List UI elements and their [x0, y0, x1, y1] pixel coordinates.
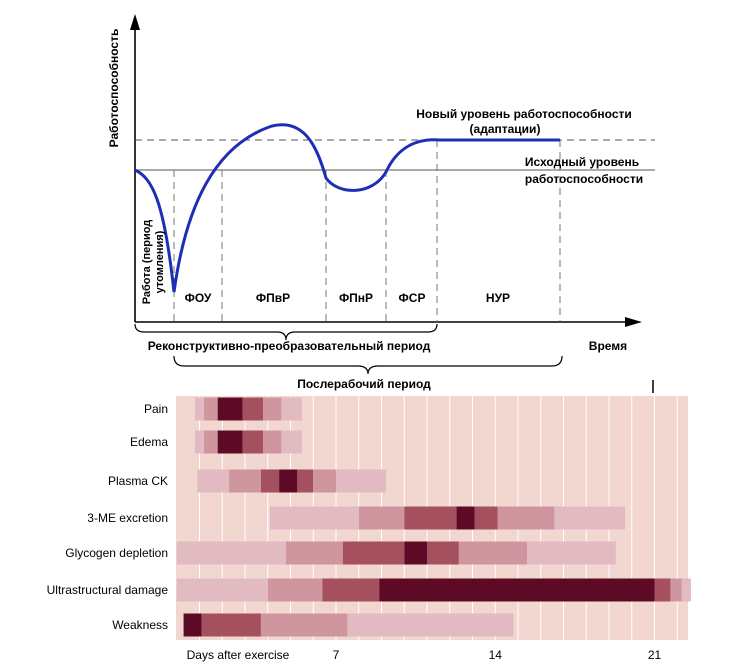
bar-segment [279, 469, 298, 493]
row-labels: Pain Edema Plasma CK 3-ME excretion Glycogen… [47, 402, 169, 632]
bar-segment [194, 430, 205, 454]
bars [176, 397, 691, 637]
work-phase-label-line2: утомления) [154, 230, 166, 293]
bar-segment [267, 578, 323, 602]
bar-segment [474, 506, 498, 530]
initial-level-label-line2: работоспособности [525, 172, 643, 186]
bar-segment [263, 430, 282, 454]
bar-segment [260, 469, 280, 493]
bar-segment [217, 397, 243, 421]
bottom-chart: Pain Edema Plasma CK 3-ME excretion Glycogen… [47, 396, 691, 662]
bar-segment [554, 506, 625, 530]
bar-segment [260, 613, 348, 637]
performance-curve [134, 123, 560, 293]
bar-segment [379, 578, 655, 602]
reconstructive-period-label: Реконструктивно-преобразовательный перио… [148, 339, 431, 353]
bar-segment [404, 506, 457, 530]
reconstructive-period-brace [134, 323, 438, 341]
x-axis-arrow-icon [625, 317, 642, 327]
bar-segment [527, 541, 616, 565]
bar-segment [427, 541, 459, 565]
bar-segment [313, 469, 336, 493]
bar-segment [242, 430, 264, 454]
bar-segment [347, 613, 514, 637]
new-level-label-line2: (адаптации) [470, 122, 541, 136]
bar-segment [670, 578, 682, 602]
bar-segment [456, 506, 475, 530]
bar-segment [197, 469, 230, 493]
bar-segment [194, 397, 205, 421]
phase-label-fpnr: ФПнР [339, 291, 373, 305]
row-label: Weakness [112, 618, 168, 632]
bar-segment [342, 541, 405, 565]
row-label: Plasma CK [108, 474, 168, 488]
row-label: 3-ME excretion [87, 511, 168, 525]
initial-level-label-line1: Исходный уровень [525, 155, 639, 169]
bar-segment [176, 578, 268, 602]
bar-segment [358, 506, 405, 530]
work-phase-label-line1: Работа (период [141, 220, 153, 305]
row-label: Ultrastructural damage [47, 583, 169, 597]
x-axis-label: Время [589, 339, 627, 353]
bar-segment [285, 541, 343, 565]
row-label: Pain [144, 402, 168, 416]
x-axis-title: Days after exercise [187, 648, 290, 662]
new-level-label-line1: Новый уровень работоспособности [416, 107, 632, 121]
bar-segment [654, 578, 671, 602]
y-axis-arrow-icon [130, 14, 140, 30]
bar-segment [204, 430, 218, 454]
bar-segment [497, 506, 555, 530]
post-work-period-brace [173, 355, 563, 375]
phase-dividers [173, 140, 561, 322]
phase-label-fou: ФОУ [185, 291, 212, 305]
bar-segment [201, 613, 261, 637]
bar-segment [270, 506, 359, 530]
bar-segment [183, 613, 202, 637]
bar-segment [263, 397, 282, 421]
phase-label-fpvr: ФПвР [256, 291, 290, 305]
phase-label-nur: НУР [486, 291, 510, 305]
bar-segment [281, 397, 302, 421]
bar-segment [297, 469, 314, 493]
x-tick-label: 7 [333, 648, 340, 662]
bar-segment [681, 578, 691, 602]
bar-segment [322, 578, 380, 602]
y-axis-label: Работоспособность [107, 29, 121, 148]
bar-segment [336, 469, 387, 493]
bar-segment [229, 469, 261, 493]
bar-segment [176, 541, 286, 565]
row-label: Glycogen depletion [65, 546, 168, 560]
x-tick-label: 14 [489, 648, 503, 662]
bar-segment [242, 397, 264, 421]
x-tick-labels: 7 14 21 [333, 648, 662, 662]
bar-segment [217, 430, 243, 454]
bar-segment [404, 541, 427, 565]
bar-segment [204, 397, 218, 421]
bar-segment [281, 430, 302, 454]
bar-segment [458, 541, 528, 565]
phase-label-fsr: ФСР [399, 291, 426, 305]
top-diagram: Работоспособность Новый уровень работосп… [107, 14, 655, 393]
row-label: Edema [130, 435, 168, 449]
x-tick-label: 21 [648, 648, 662, 662]
post-work-period-label: Послерабочий период [297, 377, 431, 391]
